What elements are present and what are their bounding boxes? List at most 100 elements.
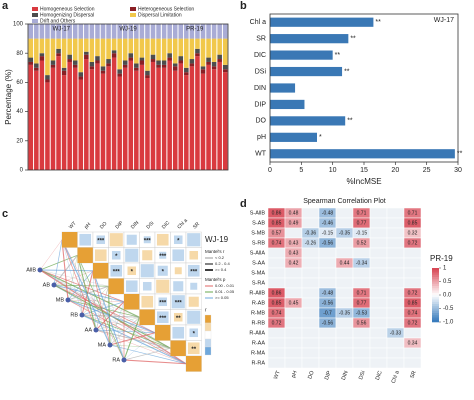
panel-letter: d: [240, 198, 247, 210]
significance: **: [375, 19, 381, 26]
bar-segment: [161, 38, 167, 61]
bar-segment: [72, 67, 78, 170]
bar-segment: [161, 24, 167, 39]
empty-cell: [403, 347, 422, 359]
bar-segment: [34, 67, 39, 71]
matrix-cell-fill: [190, 282, 198, 290]
mantel-link: [81, 301, 125, 316]
row-label: R-AA: [252, 340, 265, 346]
bar-segment: [189, 59, 195, 64]
empty-cell: [318, 267, 337, 279]
matrix-cell-fill: [174, 267, 182, 275]
cell-label: 0.77: [357, 220, 367, 226]
empty-cell: [301, 327, 320, 339]
bar-segment: [206, 24, 211, 39]
matrix-cell-fill: [127, 266, 137, 276]
bar-segment: [139, 64, 145, 170]
legend-label: >= 0.05: [215, 295, 229, 300]
matrix-cell-fill: [111, 250, 121, 260]
cell-label: 0.72: [408, 240, 418, 246]
empty-cell: [335, 247, 354, 259]
empty-cell: [352, 267, 371, 279]
significance: ***: [144, 238, 152, 244]
bar-segment: [61, 38, 67, 68]
matrix-cell-fill: [172, 249, 185, 262]
node: [37, 267, 43, 273]
bar-segment: [45, 75, 50, 80]
bar-segment: [89, 66, 95, 70]
bar: [270, 66, 343, 77]
bar-segment: [95, 63, 100, 170]
bar-segment: [61, 67, 67, 71]
colorbar-step: [432, 297, 439, 300]
mantel-link: [53, 270, 94, 286]
bar-segment: [72, 60, 78, 65]
bar-segment: [200, 66, 206, 70]
colorbar-step: [432, 268, 439, 271]
row-label: S-RB: [252, 240, 265, 246]
empty-cell: [318, 327, 337, 339]
bar-segment: [217, 38, 222, 55]
bar-segment: [178, 38, 184, 57]
matrix-cell-fill: [79, 233, 92, 246]
bar-segment: [139, 60, 145, 65]
significance: *: [193, 331, 196, 337]
column-label: WT: [273, 370, 282, 381]
bar-segment: [50, 24, 56, 39]
bar-segment: [28, 24, 34, 39]
matrix-cell-fill: [173, 312, 183, 322]
mantel-link: [39, 269, 94, 272]
mantel-link: [92, 270, 111, 346]
bar-segment: [145, 78, 150, 170]
matrix-cell-fill: [77, 247, 93, 263]
cell-label: 0.56: [357, 320, 367, 326]
bar-segment: [50, 38, 56, 61]
empty-cell: [403, 327, 422, 339]
bar-segment: [56, 53, 61, 57]
bar-segment: [28, 64, 34, 170]
cell-label: -0.34: [356, 260, 368, 266]
cell-label: -0.48: [322, 290, 334, 296]
bar-segment: [100, 73, 106, 170]
bar-segment: [156, 38, 161, 61]
bar-segment: [39, 38, 45, 54]
colorbar-step: [204, 322, 212, 332]
significance: **: [347, 118, 353, 125]
matrix-cell-fill: [187, 264, 200, 277]
matrix-cell-fill: [108, 278, 124, 294]
bar-segment: [206, 61, 211, 65]
bar: [270, 99, 305, 110]
mantel-link: [123, 317, 141, 361]
matrix-cell-fill: [110, 264, 123, 277]
mantel-link: [53, 254, 78, 286]
chart-title: WJ-17: [434, 17, 454, 24]
matrix-cell-fill: [93, 263, 109, 279]
y-tick-label: 20: [16, 138, 23, 144]
bar-segment: [128, 24, 134, 39]
bar-segment: [161, 60, 167, 65]
bar-segment: [50, 60, 56, 65]
bar-segment: [67, 54, 72, 60]
cell-label: -0.56: [322, 300, 334, 306]
bar-segment: [84, 54, 89, 60]
bar-segment: [200, 69, 206, 74]
cell-label: 0.85: [272, 220, 282, 226]
bar-segment: [61, 70, 67, 76]
mantel-link: [81, 314, 140, 318]
variable-label: pH: [83, 221, 92, 230]
matrix-cell-fill: [155, 325, 171, 341]
bar-segment: [28, 57, 34, 62]
legend-title: WJ-19: [205, 235, 229, 244]
cell-label: -0.7: [323, 310, 332, 316]
mantel-link: [77, 255, 125, 361]
bar-segment: [67, 38, 72, 55]
empty-cell: [386, 357, 405, 369]
empty-cell: [352, 347, 371, 359]
mantel-link: [81, 286, 109, 316]
bar-segment: [217, 24, 222, 39]
matrix-cell-fill: [96, 235, 106, 245]
significance: *: [162, 269, 165, 275]
bar-segment: [117, 69, 122, 74]
cell-label: -0.56: [322, 320, 334, 326]
